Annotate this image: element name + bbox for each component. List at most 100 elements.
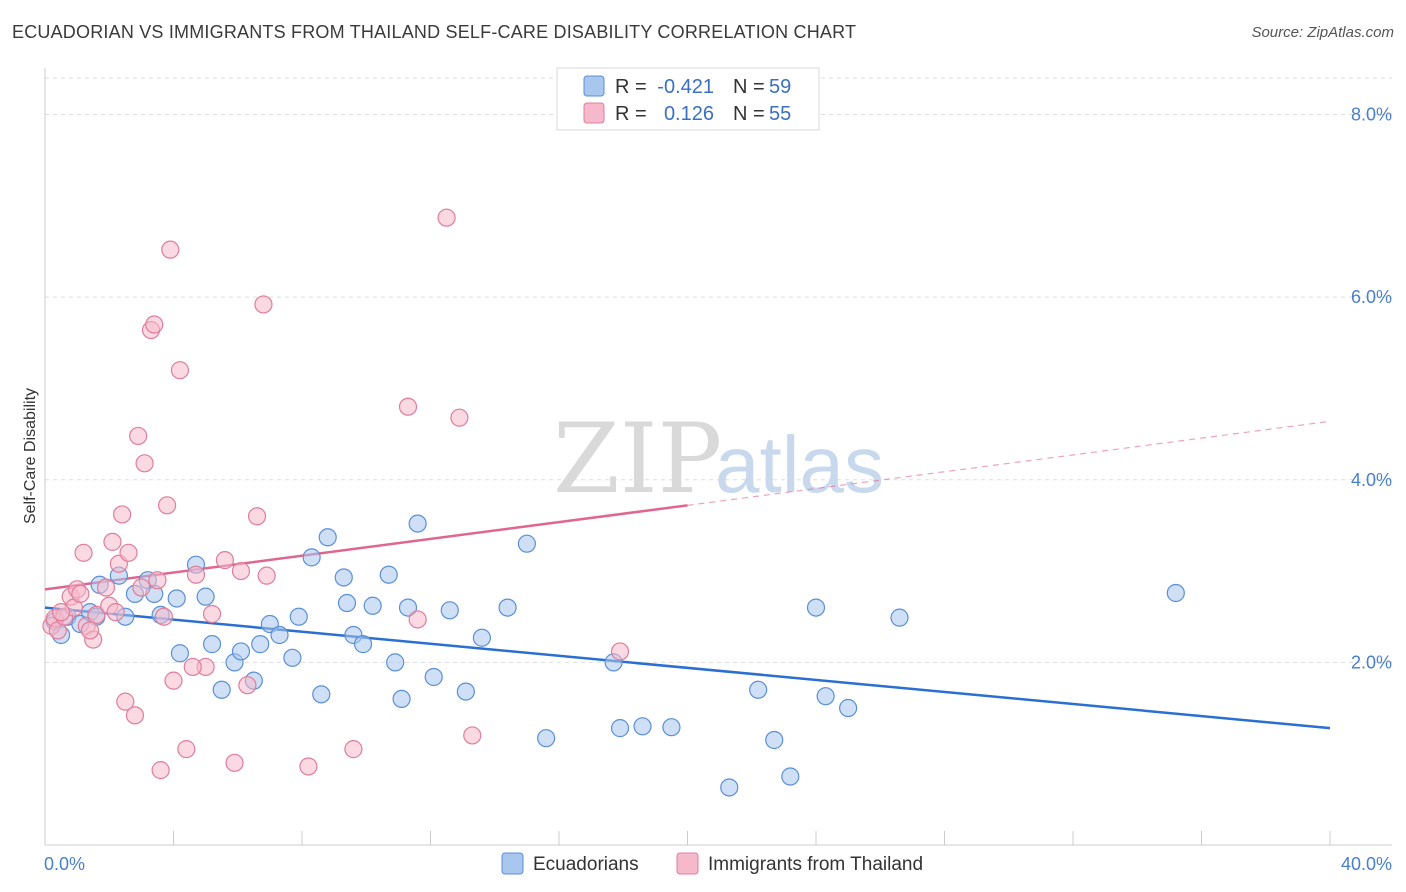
data-point (392, 689, 411, 709)
data-point (145, 315, 164, 334)
data-point (129, 426, 148, 446)
data-point (386, 653, 405, 672)
data-point (463, 726, 482, 745)
trend-line-ecuadorians (44, 606, 1331, 730)
data-point (71, 584, 90, 603)
data-point (337, 593, 357, 613)
data-point (312, 685, 331, 704)
y-tick-label: 8.0% (1351, 105, 1392, 125)
data-point (186, 565, 206, 584)
y-axis-title: Self-Care Disability (22, 388, 39, 524)
legend-r-label: R = (615, 76, 647, 98)
data-point (456, 682, 475, 701)
data-point (334, 568, 353, 587)
data-point (183, 657, 202, 677)
data-point (80, 621, 100, 640)
data-point (289, 607, 308, 626)
data-point (610, 642, 630, 661)
data-point (96, 578, 116, 597)
data-point (119, 543, 138, 562)
data-point (408, 610, 427, 629)
data-point (749, 680, 768, 699)
legend-bottom: Ecuadorians Immigrants from Thailand (501, 852, 923, 875)
chart-source: Source: ZipAtlas.com (1251, 24, 1394, 41)
data-point (440, 601, 459, 620)
data-point (437, 208, 456, 227)
data-point (132, 578, 151, 597)
data-point (720, 778, 739, 797)
legend-bottom-label-thailand: Immigrants from Thailand (708, 854, 923, 875)
data-point (154, 607, 173, 626)
data-point (472, 628, 491, 647)
data-point (839, 698, 858, 718)
legend-n-value: 59 (769, 76, 791, 98)
data-point (270, 625, 289, 645)
data-point (247, 507, 267, 526)
data-point (254, 295, 273, 314)
data-point (135, 454, 154, 473)
data-point (633, 717, 652, 736)
data-point (51, 603, 71, 622)
legend-swatch-ecuadorians (583, 75, 605, 97)
data-point (353, 635, 373, 654)
data-point (231, 561, 251, 581)
data-point (164, 671, 183, 690)
watermark: ZIP atlas (553, 403, 884, 515)
series-thailand (42, 208, 630, 780)
data-point (302, 548, 321, 567)
legend-bottom-label-ecuadorians: Ecuadorians (533, 854, 639, 875)
data-point (215, 551, 234, 570)
data-point (212, 680, 231, 699)
y-tick-label: 6.0% (1351, 287, 1392, 307)
data-point (299, 757, 318, 776)
data-point (363, 596, 382, 615)
y-tick-label: 4.0% (1351, 470, 1392, 490)
legend-swatch-thailand (583, 102, 605, 124)
data-point (106, 603, 125, 622)
data-point (167, 589, 186, 608)
legend-n-value: 55 (769, 103, 791, 125)
data-point (251, 635, 270, 654)
legend-n-label: N = (733, 103, 765, 125)
data-point (257, 566, 276, 585)
watermark-atlas: atlas (715, 420, 884, 509)
data-point (283, 648, 302, 667)
axes (44, 68, 1392, 846)
y-tick-label: 2.0% (1351, 652, 1392, 672)
data-point (610, 719, 630, 738)
data-point (157, 496, 177, 515)
data-point (116, 692, 135, 711)
data-point (170, 644, 190, 663)
data-point (202, 635, 222, 654)
data-point (662, 718, 681, 737)
data-point (398, 598, 418, 617)
trend-line-thailand-extension (687, 420, 1331, 506)
data-point (450, 408, 469, 427)
data-point (379, 565, 398, 584)
data-point (170, 361, 190, 380)
data-point (238, 676, 257, 695)
data-point (765, 730, 784, 750)
legend-row-thailand: R = 0.126 N = 55 (583, 102, 791, 125)
data-point (424, 667, 443, 687)
data-point (344, 740, 363, 759)
data-point (498, 598, 517, 617)
tick-labels: 2.0% 4.0% 6.0% 8.0% 0.0% 40.0% (44, 105, 1392, 874)
legend-r-label: R = (615, 103, 647, 125)
data-point (890, 608, 909, 627)
data-point (87, 605, 106, 625)
data-point (103, 532, 122, 551)
data-point (148, 571, 167, 590)
legend-r-value: 0.126 (664, 103, 714, 125)
legend-top: R = -0.421 N = 59 R = 0.126 N = 55 (556, 67, 820, 131)
data-point (231, 642, 251, 661)
data-point (177, 740, 196, 759)
data-point (781, 767, 800, 786)
x-tick-label: 40.0% (1341, 854, 1392, 874)
data-point (517, 534, 536, 553)
data-point (202, 604, 222, 624)
legend-row-ecuadorians: R = -0.421 N = 59 (583, 75, 791, 98)
data-point (112, 505, 132, 524)
data-point (225, 753, 244, 772)
